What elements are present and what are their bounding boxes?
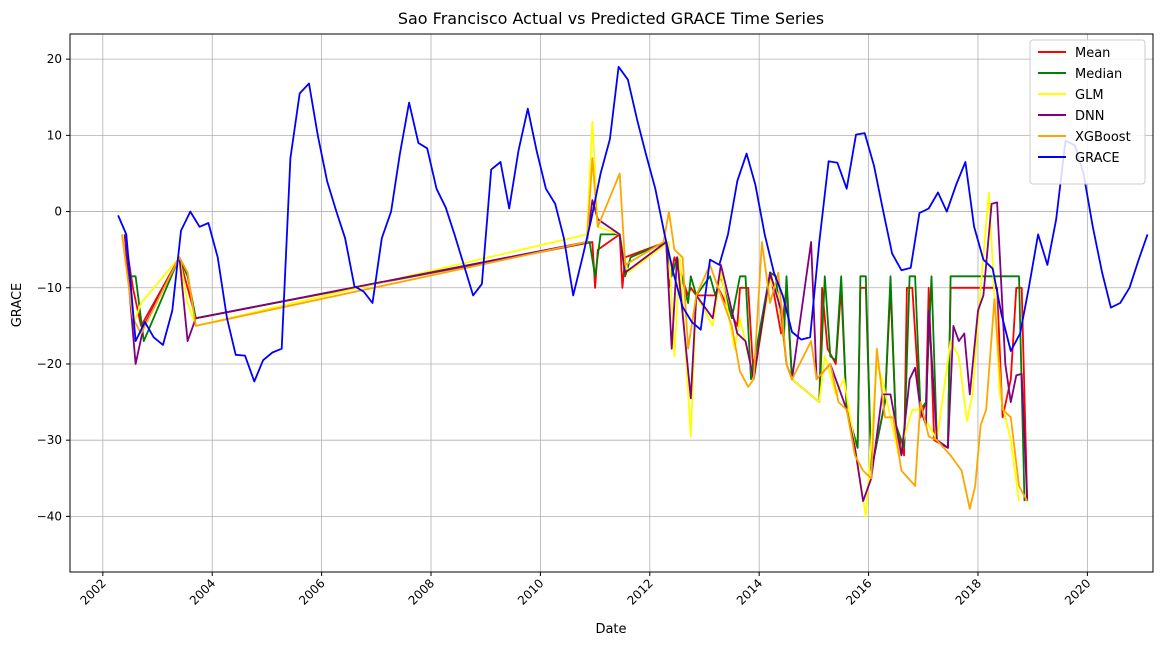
x-tick-label: 2012 — [624, 576, 655, 607]
y-tick-label: −10 — [37, 281, 62, 295]
y-tick-label: 10 — [47, 128, 62, 142]
y-axis-label: GRACE — [10, 283, 25, 328]
x-axis-ticks: 2002 2004 2006 2008 2010 2012 2014 2016 2018 2020 — [77, 572, 1093, 608]
x-axis-label: Date — [595, 622, 626, 637]
y-tick-label: −30 — [37, 433, 62, 447]
x-tick-label: 2006 — [296, 576, 327, 607]
legend-box — [1029, 39, 1146, 185]
y-tick-label: 20 — [47, 52, 62, 66]
series-layer — [117, 65, 1149, 518]
chart-title: Sao Francisco Actual vs Predicted GRACE … — [398, 9, 824, 28]
legend-label: DNN — [1075, 109, 1104, 124]
series-line-grace — [117, 65, 1149, 383]
plot-frame — [69, 33, 1154, 573]
x-tick-label: 2020 — [1062, 576, 1093, 607]
x-tick-label: 2010 — [515, 576, 546, 607]
y-tick-label: −40 — [37, 509, 62, 523]
series-line-xgboost — [121, 157, 1028, 510]
x-tick-label: 2018 — [953, 576, 984, 607]
y-tick-label: −20 — [37, 357, 62, 371]
legend-label: GRACE — [1075, 151, 1120, 166]
grid — [70, 34, 1153, 572]
x-tick-label: 2016 — [843, 576, 874, 607]
legend-label: Mean — [1075, 46, 1110, 61]
y-tick-label: 0 — [54, 205, 62, 219]
legend-label: XGBoost — [1075, 130, 1131, 145]
legend-label: Median — [1075, 67, 1122, 82]
y-axis-ticks: 20 10 0 −10 −20 −30 −40 — [37, 52, 70, 523]
x-tick-label: 2014 — [734, 576, 765, 607]
series-line-dnn — [123, 199, 1029, 503]
legend-label: GLM — [1075, 88, 1104, 103]
series-line-glm — [123, 120, 1020, 518]
x-tick-label: 2002 — [77, 576, 108, 607]
x-tick-label: 2008 — [406, 576, 437, 607]
legend: Mean Median GLM DNN XGBoost GRACE — [1029, 39, 1146, 185]
x-tick-label: 2004 — [187, 576, 218, 607]
